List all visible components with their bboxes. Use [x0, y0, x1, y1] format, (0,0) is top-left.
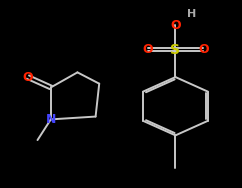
Text: O: O: [142, 43, 153, 56]
Text: N: N: [46, 113, 56, 126]
Text: O: O: [198, 43, 209, 56]
Text: O: O: [23, 70, 33, 84]
Text: S: S: [170, 43, 181, 57]
Text: O: O: [170, 19, 181, 32]
Text: H: H: [187, 9, 196, 19]
